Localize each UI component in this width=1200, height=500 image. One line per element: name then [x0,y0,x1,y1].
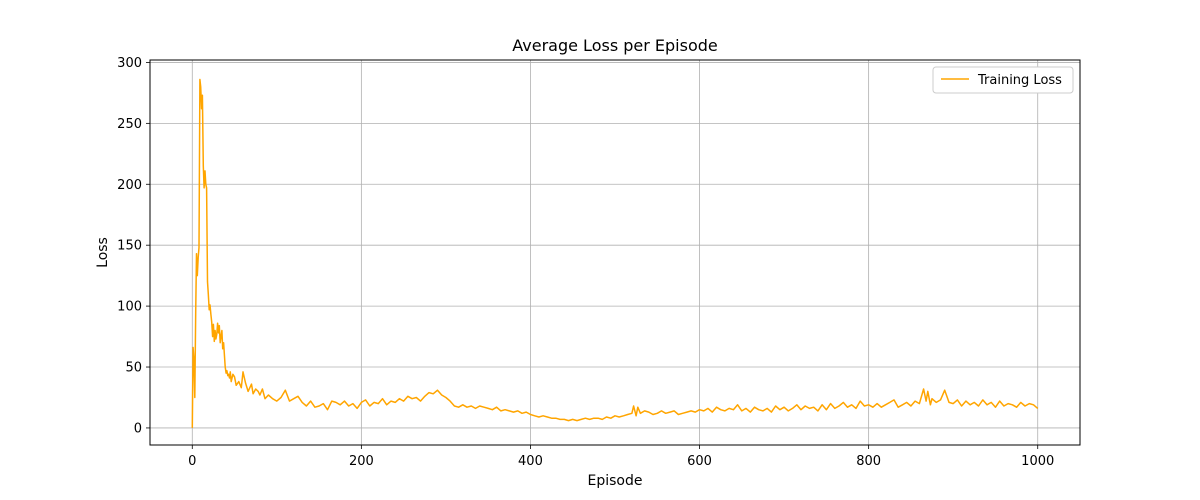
legend: Training Loss [932,66,1074,94]
plot-border [149,59,1081,446]
series-line-training-loss [191,78,1039,428]
series-layer [191,78,1039,428]
y-tick-label: 50 [125,361,142,376]
x-tick-label: 0 [188,454,196,469]
x-axis-label: Episode [588,473,643,489]
tick-layer: 0 200 400 600 800 1000 0 50 100 150 200 250 300 [117,56,1054,469]
x-tick-label: 600 [687,454,712,469]
y-tick-label: 200 [117,178,142,193]
x-tick-label: 800 [856,454,881,469]
y-tick-label: 100 [117,300,142,315]
plot-frame [149,59,1081,446]
legend-box [932,66,1074,94]
chart-title: Average Loss per Episode [512,36,717,55]
y-tick-label: 250 [117,117,142,132]
y-tick-label: 300 [117,56,142,71]
y-axis-label: Loss [95,237,111,268]
x-tick-label: 200 [349,454,374,469]
x-tick-label: 1000 [1021,454,1054,469]
grid-layer [150,60,1080,445]
legend-label-training-loss: Training Loss [977,73,1062,88]
y-tick-label: 0 [134,421,142,436]
y-tick-label: 150 [117,239,142,254]
x-tick-label: 400 [518,454,543,469]
